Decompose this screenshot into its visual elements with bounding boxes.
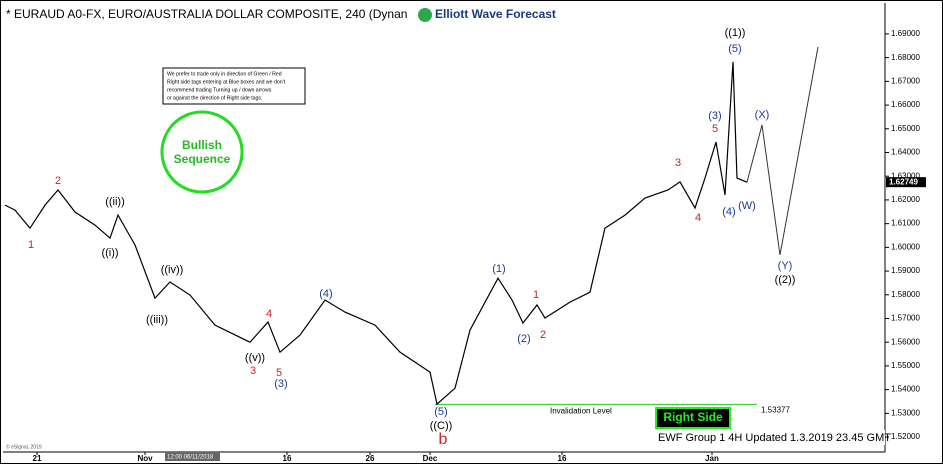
note-line: recommend trading Turning up / down arro… — [167, 87, 272, 93]
projection-line — [746, 46, 819, 256]
y-tick-label: 1.55000 — [891, 361, 920, 370]
logo-bg — [414, 5, 582, 25]
right-side-text: Right Side — [663, 410, 723, 424]
note-box — [162, 67, 306, 105]
x-tick-label: Dec — [423, 454, 438, 463]
wave-label: 2 — [55, 175, 61, 187]
wave-label: (W) — [738, 200, 756, 212]
logo-text: Elliott Wave Forecast — [435, 7, 556, 21]
y-tick-label: 1.67000 — [891, 76, 920, 85]
y-tick-label: 1.57000 — [891, 314, 920, 323]
last-price: 1.62749 — [889, 177, 918, 186]
wave-label: (3) — [708, 110, 721, 122]
wave-label: ((iv)) — [161, 264, 184, 276]
wave-label: ((i)) — [101, 247, 118, 259]
y-tick-label: 1.63000 — [891, 171, 920, 180]
wave-label: ((v)) — [245, 352, 265, 364]
x-tick-label: 26 — [366, 454, 375, 463]
wave-label: ((1)) — [725, 27, 746, 39]
x-tick-label: 16 — [283, 454, 292, 463]
invalidation-value: 1.53377 — [761, 406, 790, 415]
wave-label: 3 — [675, 157, 681, 169]
wave-label: ((C)) — [430, 420, 453, 432]
footer: EWF Group 1 4H Updated 1.3.2019 23.45 GM… — [658, 432, 891, 444]
y-tick-label: 1.65000 — [891, 124, 920, 133]
wave-label: ((2)) — [775, 274, 796, 286]
y-tick-label: 1.59000 — [891, 266, 920, 275]
y-tick-label: 1.66000 — [891, 100, 920, 109]
wave-label: b — [439, 431, 448, 448]
chart-title: * EURAUD A0-FX, EURO/AUSTRALIA DOLLAR CO… — [6, 7, 407, 21]
wave-label: 5 — [276, 367, 282, 379]
x-tick-label: Jan — [705, 454, 719, 463]
y-tick-label: 1.58000 — [891, 290, 920, 299]
badge-text: Bullish — [182, 138, 222, 152]
wave-label: 4 — [266, 308, 272, 320]
cursor-box — [165, 452, 220, 461]
y-tick-label: 1.62000 — [891, 195, 920, 204]
y-tick-label: 1.61000 — [891, 219, 920, 228]
y-tick-label: 1.54000 — [891, 385, 920, 394]
y-tick-label: 1.52000 — [891, 432, 920, 441]
wave-label: (4) — [722, 206, 735, 218]
wave-label: (4) — [319, 288, 332, 300]
wave-label: 1 — [533, 289, 539, 301]
y-tick-label: 1.64000 — [891, 148, 920, 157]
wave-label: 4 — [695, 212, 701, 224]
right-side-box — [655, 407, 731, 429]
wave-label: 3 — [250, 365, 256, 377]
copyright: © eSignal, 2019 — [6, 443, 42, 450]
y-tick-label: 1.53000 — [891, 408, 920, 417]
note-line: Right side tags entering at Blue boxes a… — [167, 79, 286, 85]
wave-label: ((ii)) — [105, 196, 125, 208]
x-tick-label: Nov — [137, 454, 153, 463]
wave-label: 1 — [28, 239, 34, 251]
y-tick-label: 1.56000 — [891, 337, 920, 346]
badge-text: Sequence — [174, 152, 231, 166]
footer-bg — [655, 430, 885, 445]
wave-label: (X) — [755, 109, 770, 121]
invalidation-label: Invalidation Level — [550, 407, 612, 416]
wave-label: (5) — [728, 43, 741, 55]
wave-label: (3) — [274, 378, 287, 390]
badge-circle — [160, 110, 244, 194]
price-line — [4, 61, 748, 406]
x-tick-label: 21 — [33, 454, 42, 463]
wave-label: (5) — [434, 406, 447, 418]
y-tick-label: 1.60000 — [891, 242, 920, 251]
y-tick-label: 1.69000 — [891, 29, 920, 38]
wave-label: (1) — [492, 263, 505, 275]
x-tick-label: 16 — [558, 454, 567, 463]
note-line: We prefer to trade only in direction of … — [167, 71, 282, 77]
note-line: or against the direction of Right side t… — [167, 95, 262, 101]
wave-label: ((iii)) — [146, 314, 168, 326]
wave-label: 2 — [540, 329, 546, 341]
wave-label: (Y) — [778, 260, 793, 272]
last-price-box — [886, 177, 926, 188]
wave-label: (2) — [517, 333, 530, 345]
wave-label: 5 — [712, 123, 718, 135]
logo-icon — [418, 8, 432, 22]
y-tick-label: 1.68000 — [891, 53, 920, 62]
cursor-label: 12:00 06/11/2018 — [167, 455, 214, 461]
